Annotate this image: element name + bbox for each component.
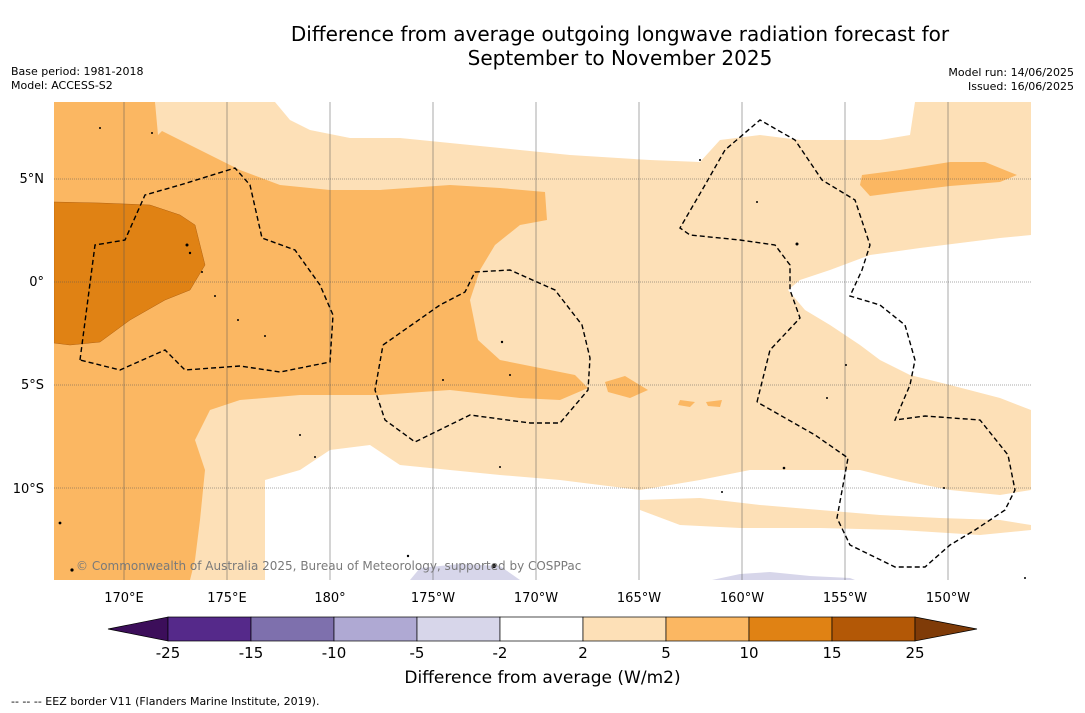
anomaly-neg-region-1 (410, 564, 520, 580)
colorbar-ticks: -25 -15 -10 -5 -2 2 5 10 15 25 (156, 644, 925, 662)
anomaly-10-15-region (54, 201, 206, 346)
latitude-labels: 5°N 0° 5°S 10°S (13, 172, 44, 497)
lon-label-180: 180° (314, 591, 345, 606)
colorbar-segment (250, 616, 335, 642)
lat-label-5n: 5°N (20, 172, 45, 187)
anomaly-5-10-patch-2 (678, 400, 695, 407)
lon-label-155w: 155°W (823, 591, 867, 606)
copyright-notice: © Commonwealth of Australia 2025, Bureau… (76, 559, 582, 573)
colorbar-segment (416, 616, 501, 642)
title-line-1: Difference from average outgoing longwav… (290, 22, 950, 46)
anomaly-5-10-patch-3 (706, 400, 722, 407)
colorbar-segment (582, 616, 667, 642)
islands (58, 127, 1026, 579)
issued-date: Issued: 16/06/2025 (967, 80, 1074, 93)
lon-label-175w: 175°W (411, 591, 455, 606)
model-name: Model: ACCESS-S2 (11, 79, 113, 92)
anomaly-neg-region-2 (712, 572, 855, 580)
lat-label-5s: 5°S (21, 378, 44, 393)
colorbar-extend-low (107, 616, 169, 642)
gridlines (54, 102, 1031, 580)
lon-label-165w: 165°W (617, 591, 661, 606)
colorbar-tick-label: -15 (239, 644, 264, 662)
colorbar-segment (665, 616, 750, 642)
colorbar-label-text: Difference from average (W/m2) (404, 668, 681, 688)
base-period: Base period: 1981-2018 (11, 65, 144, 78)
title-line-2: September to November 2025 (467, 46, 773, 70)
colorbar-tick-label: 25 (905, 644, 924, 662)
colorbar-label: Difference from average (W/m2) (0, 668, 1085, 688)
lon-label-170e: 170°E (104, 591, 144, 606)
lon-label-160w: 160°W (720, 591, 764, 606)
colorbar-tick-label: -2 (493, 644, 508, 662)
map-title: Difference from average outgoing longwav… (0, 22, 1085, 70)
colorbar-tick-label: -10 (322, 644, 347, 662)
colorbar-segment (167, 616, 252, 642)
anomaly-2-5-strip (640, 498, 1031, 535)
neutral-region-east (788, 235, 1031, 410)
meta-left: Base period: 1981-2018 Model: ACCESS-S2 (11, 65, 143, 93)
lon-label-150w: 150°W (926, 591, 970, 606)
anomaly-5-10-patch-1 (605, 376, 648, 398)
lat-label-0: 0° (29, 275, 44, 290)
colorbar-segment (333, 616, 418, 642)
colorbar-tick-label: 2 (578, 644, 588, 662)
colorbar (107, 616, 978, 642)
lat-label-10s: 10°S (13, 482, 44, 497)
colorbar-segment (499, 616, 584, 642)
colorbar-tick-label: -5 (410, 644, 425, 662)
light-patch (155, 102, 168, 135)
eez-footnote: -- -- -- EEZ border V11 (Flanders Marine… (11, 695, 320, 708)
colorbar-tick-label: 10 (739, 644, 758, 662)
longitude-labels: 170°E 175°E 180° 175°W 170°W 165°W 160°W… (104, 591, 970, 606)
colorbar-tick-label: 15 (822, 644, 841, 662)
model-run: Model run: 14/06/2025 (948, 66, 1074, 79)
meta-right: Model run: 14/06/2025 Issued: 16/06/2025 (948, 66, 1074, 94)
map-area (54, 102, 1031, 580)
colorbar-tick-label: -25 (156, 644, 181, 662)
lon-label-175e: 175°E (207, 591, 247, 606)
colorbar-extend-high (914, 616, 978, 642)
colorbar-segment (748, 616, 833, 642)
colorbar-segment (831, 616, 916, 642)
neutral-region-north (275, 102, 915, 162)
colorbar-tick-label: 5 (661, 644, 671, 662)
eez-borders (79, 119, 1016, 568)
lon-label-170w: 170°W (514, 591, 558, 606)
